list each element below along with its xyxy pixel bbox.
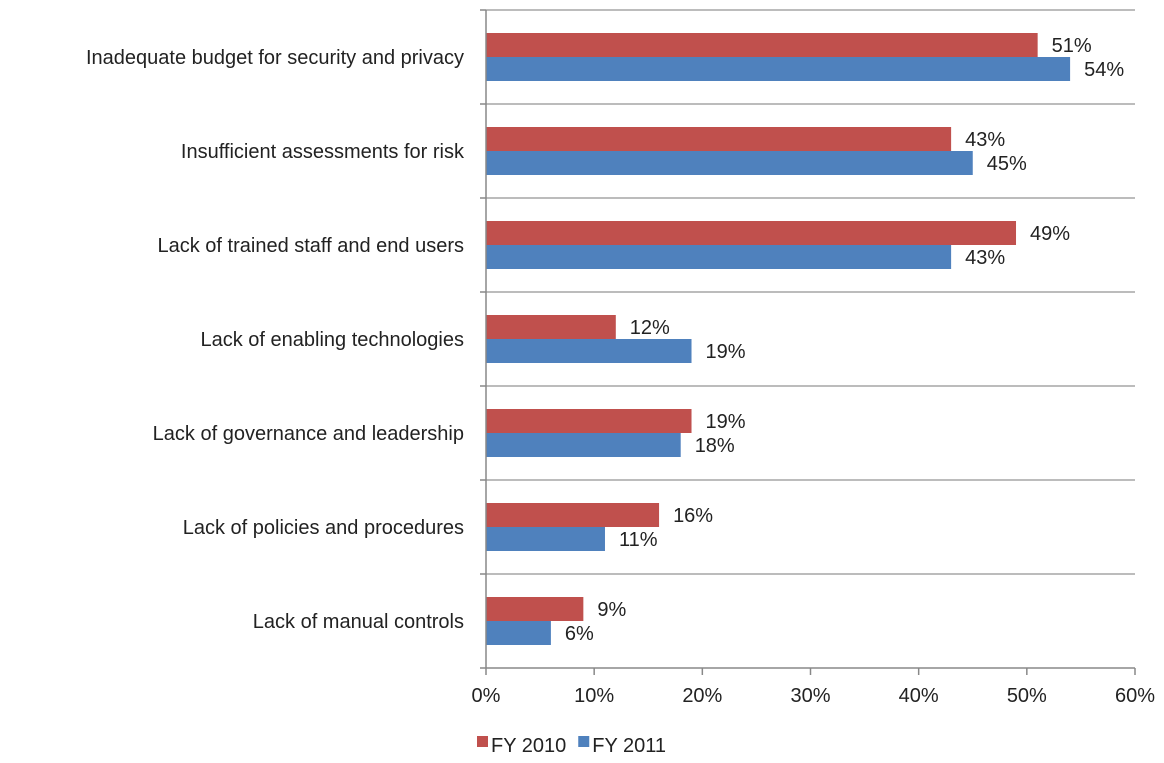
x-tick-label: 10%	[574, 685, 614, 707]
bar-fy-2010-inadequate-budget-for-security-and-privacy	[486, 33, 1038, 57]
bar-fy-2011-inadequate-budget-for-security-and-privacy	[486, 57, 1071, 81]
data-label: 19%	[706, 411, 746, 433]
category-separators	[480, 9, 1135, 669]
data-label: 9%	[597, 599, 626, 621]
bar-fy-2011-lack-of-policies-and-procedures	[486, 527, 605, 551]
bar-fy-2010-lack-of-trained-staff-and-end-users	[486, 221, 1017, 245]
x-tick-label: 20%	[682, 685, 722, 707]
data-label: 54%	[1084, 59, 1124, 81]
data-label: 18%	[695, 435, 735, 457]
category-label: Lack of trained staff and end users	[158, 235, 465, 257]
legend: FY 2010 FY 2011	[477, 735, 666, 757]
category-label: Lack of governance and leadership	[153, 423, 464, 445]
bar-fy-2010-lack-of-enabling-technologies	[486, 315, 616, 339]
bar-fy-2010-lack-of-manual-controls	[486, 597, 584, 621]
bar-fy-2010-insufficient-assessments-for-risk	[486, 127, 952, 151]
bar-fy-2011-lack-of-manual-controls	[486, 621, 551, 645]
category-label: Lack of manual controls	[253, 611, 464, 633]
category-label: Lack of policies and procedures	[183, 517, 464, 539]
data-labels-group: 51%54%43%45%49%43%12%19%19%18%16%11%9%6%	[565, 35, 1124, 645]
legend-label-fy-2011: FY 2011	[592, 735, 666, 757]
legend-swatch-fy-2011	[578, 736, 590, 747]
data-label: 19%	[706, 341, 746, 363]
category-label: Lack of enabling technologies	[200, 329, 464, 351]
x-tick-label: 50%	[1007, 685, 1047, 707]
bar-fy-2010-lack-of-policies-and-procedures	[486, 503, 660, 527]
bar-fy-2011-lack-of-enabling-technologies	[486, 339, 692, 363]
x-tick-label: 0%	[472, 685, 501, 707]
category-label: Insufficient assessments for risk	[181, 141, 465, 163]
data-label: 6%	[565, 623, 594, 645]
data-label: 16%	[673, 505, 713, 527]
bar-fy-2010-lack-of-governance-and-leadership	[486, 409, 692, 433]
category-label: Inadequate budget for security and priva…	[86, 47, 464, 69]
bar-fy-2011-lack-of-governance-and-leadership	[486, 433, 681, 457]
legend-swatch-fy-2010	[477, 736, 488, 747]
data-label: 43%	[965, 129, 1005, 151]
data-label: 12%	[630, 317, 670, 339]
x-ticks-group: 0% 10% 20% 30% 40% 50% 60%	[472, 668, 1155, 707]
data-label: 11%	[619, 529, 658, 551]
data-label: 49%	[1030, 223, 1070, 245]
bar-fy-2011-insufficient-assessments-for-risk	[486, 151, 973, 175]
data-label: 45%	[987, 153, 1027, 175]
x-tick-label: 30%	[790, 685, 830, 707]
bars-group	[486, 33, 1071, 645]
bar-fy-2011-lack-of-trained-staff-and-end-users	[486, 245, 952, 269]
x-tick-label: 60%	[1115, 685, 1155, 707]
category-labels-group: Inadequate budget for security and priva…	[86, 47, 465, 633]
x-tick-label: 40%	[899, 685, 939, 707]
data-label: 51%	[1052, 35, 1092, 57]
data-label: 43%	[965, 247, 1005, 269]
legend-label-fy-2010: FY 2010	[491, 735, 566, 757]
